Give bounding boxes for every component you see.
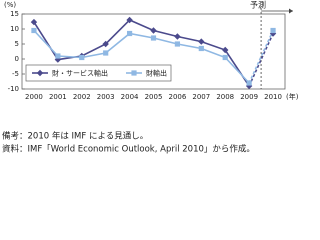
- plot-frame: [21, 13, 286, 90]
- marker: [31, 27, 37, 34]
- marker: [246, 80, 252, 86]
- x-unit: (年): [286, 92, 299, 101]
- x-tick-label: 2007: [192, 93, 210, 101]
- x-tick-label: 2004: [121, 93, 139, 101]
- x-tick-label: 2010: [264, 93, 282, 101]
- annotation: 予測: [250, 0, 266, 10]
- chart: (%) 予測 (年) 備考：2010 年は IMF による見通し。 資料：IMF…: [2, 0, 299, 155]
- y-tick-label: -5: [12, 70, 19, 78]
- note: 備考：2010 年は IMF による見通し。: [2, 131, 148, 142]
- marker: [126, 30, 133, 37]
- marker: [222, 46, 229, 54]
- y-unit: (%): [4, 1, 16, 9]
- x-tick-label: 2006: [168, 93, 186, 101]
- note: 資料：IMF「World Economic Outlook, April 201…: [2, 144, 255, 155]
- marker: [126, 16, 133, 24]
- marker: [103, 50, 109, 56]
- series-line: [33, 19, 250, 87]
- series-line: [33, 29, 250, 84]
- marker: [174, 33, 181, 40]
- marker: [102, 40, 109, 48]
- marker: [54, 56, 62, 63]
- x-tick-label: 2008: [216, 93, 234, 101]
- x-tick-label: 2000: [25, 93, 43, 101]
- y-tick-label: 10: [10, 25, 19, 33]
- marker: [150, 35, 157, 41]
- marker: [198, 38, 205, 45]
- x-tick-label: 2003: [97, 93, 115, 101]
- forecast-arrow-head: [289, 8, 293, 14]
- legend-marker: [131, 70, 137, 76]
- legend-marker: [36, 69, 44, 77]
- legend-label: 財輸出: [146, 69, 167, 78]
- x-tick-label: 2002: [73, 93, 91, 101]
- legend-box: [25, 64, 172, 82]
- marker: [150, 27, 157, 34]
- x-tick-label: 2005: [145, 93, 163, 101]
- legend-label: 財・サービス輸出: [52, 69, 108, 78]
- marker: [270, 27, 276, 34]
- y-tick-label: -10: [8, 85, 19, 93]
- y-tick-label: 5: [15, 40, 19, 48]
- x-tick-label: 2009: [240, 93, 258, 101]
- marker: [55, 53, 61, 59]
- marker: [174, 41, 181, 47]
- marker: [198, 45, 204, 52]
- x-tick-label: 2001: [49, 93, 67, 101]
- marker: [30, 18, 38, 26]
- y-tick-label: 0: [15, 55, 19, 63]
- y-tick-label: 15: [10, 10, 19, 18]
- marker: [79, 54, 85, 61]
- marker: [222, 54, 228, 61]
